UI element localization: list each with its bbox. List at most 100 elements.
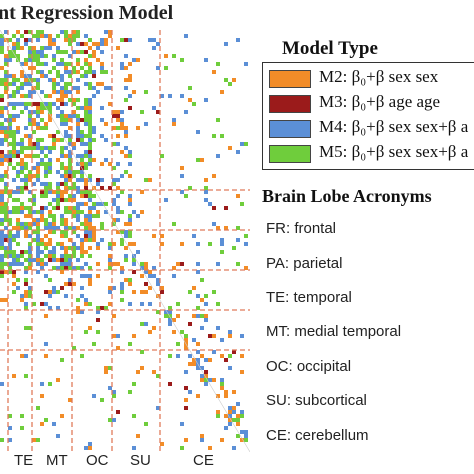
matrix-cell: [56, 434, 60, 438]
matrix-cell: [36, 106, 40, 110]
matrix-cell: [0, 130, 4, 134]
matrix-cell: [96, 210, 100, 214]
matrix-cell: [244, 266, 248, 270]
matrix-cell: [16, 154, 20, 158]
matrix-cell: [60, 258, 64, 262]
matrix-cell: [40, 46, 44, 50]
matrix-cell: [4, 58, 8, 62]
matrix-cell: [220, 134, 224, 138]
matrix-cell: [56, 290, 60, 294]
matrix-cell: [16, 42, 20, 46]
matrix-cell: [148, 38, 152, 42]
matrix-cell: [64, 178, 68, 182]
matrix-cell: [0, 382, 4, 386]
matrix-cell: [84, 238, 88, 242]
matrix-cell: [32, 238, 36, 242]
matrix-cell: [100, 178, 104, 182]
matrix-cell: [184, 338, 188, 342]
matrix-cell: [52, 58, 56, 62]
matrix-cell: [124, 222, 128, 226]
matrix-cell: [32, 218, 36, 222]
matrix-cell: [108, 290, 112, 294]
matrix-cell: [4, 298, 8, 302]
matrix-cell: [72, 50, 76, 54]
matrix-cell: [116, 218, 120, 222]
matrix-cell: [60, 214, 64, 218]
matrix-cell: [100, 222, 104, 226]
matrix-cell: [196, 262, 200, 266]
matrix-cell: [16, 206, 20, 210]
matrix-cell: [124, 246, 128, 250]
matrix-cell: [60, 154, 64, 158]
matrix-cell: [60, 266, 64, 270]
matrix-cell: [0, 110, 4, 114]
matrix-cell: [76, 42, 80, 46]
matrix-cell: [236, 262, 240, 266]
matrix-cell: [116, 126, 120, 130]
matrix-cell: [112, 114, 116, 118]
matrix-cell: [24, 174, 28, 178]
matrix-cell: [28, 54, 32, 58]
matrix-cell: [8, 142, 12, 146]
matrix-cell: [228, 334, 232, 338]
matrix-cell: [56, 190, 60, 194]
matrix-cell: [120, 270, 124, 274]
matrix-cell: [152, 46, 156, 50]
matrix-cell: [116, 194, 120, 198]
matrix-cell: [236, 402, 240, 406]
matrix-cell: [108, 386, 112, 390]
matrix-cell: [216, 154, 220, 158]
matrix-cell: [0, 230, 4, 234]
matrix-cell: [60, 118, 64, 122]
matrix-cell: [48, 106, 52, 110]
matrix-cell: [60, 190, 64, 194]
matrix-cell: [56, 306, 60, 310]
matrix-cell: [76, 126, 80, 130]
matrix-cell: [60, 222, 64, 226]
matrix-cell: [208, 242, 212, 246]
matrix-cell: [200, 278, 204, 282]
matrix-cell: [216, 226, 220, 230]
matrix-cell: [16, 222, 20, 226]
matrix-cell: [100, 134, 104, 138]
matrix-cell: [88, 122, 92, 126]
matrix-cell: [128, 390, 132, 394]
acronym-te: TE: temporal: [266, 289, 352, 306]
matrix-cell: [108, 86, 112, 90]
matrix-cell: [64, 170, 68, 174]
matrix-cell: [64, 82, 68, 86]
matrix-cell: [84, 330, 88, 334]
matrix-cell: [196, 314, 200, 318]
matrix-cell: [24, 178, 28, 182]
matrix-cell: [8, 74, 12, 78]
matrix-cell: [172, 122, 176, 126]
matrix-cell: [196, 270, 200, 274]
matrix-cell: [216, 62, 220, 66]
matrix-cell: [224, 226, 228, 230]
matrix-cell: [16, 186, 20, 190]
matrix-cell: [92, 186, 96, 190]
matrix-cell: [92, 42, 96, 46]
matrix-cell: [4, 210, 8, 214]
matrix-cell: [68, 398, 72, 402]
matrix-cell: [76, 306, 80, 310]
matrix-cell: [12, 142, 16, 146]
matrix-cell: [120, 110, 124, 114]
matrix-cell: [100, 186, 104, 190]
matrix-cell: [172, 54, 176, 58]
legend-item-m3: M3: β₀+β age age: [269, 92, 474, 116]
matrix-cell: [20, 294, 24, 298]
legend-swatch-m5: [269, 145, 311, 163]
matrix-cell: [64, 294, 68, 298]
matrix-cell: [0, 198, 4, 202]
matrix-cell: [40, 54, 44, 58]
matrix-cell: [68, 282, 72, 286]
acronym-ce: CE: cerebellum: [266, 427, 369, 444]
matrix-cell: [60, 242, 64, 246]
matrix-cell: [8, 218, 12, 222]
matrix-cell: [8, 54, 12, 58]
matrix-cell: [60, 30, 64, 34]
matrix-cell: [8, 162, 12, 166]
matrix-cell: [216, 394, 220, 398]
matrix-cell: [64, 114, 68, 118]
